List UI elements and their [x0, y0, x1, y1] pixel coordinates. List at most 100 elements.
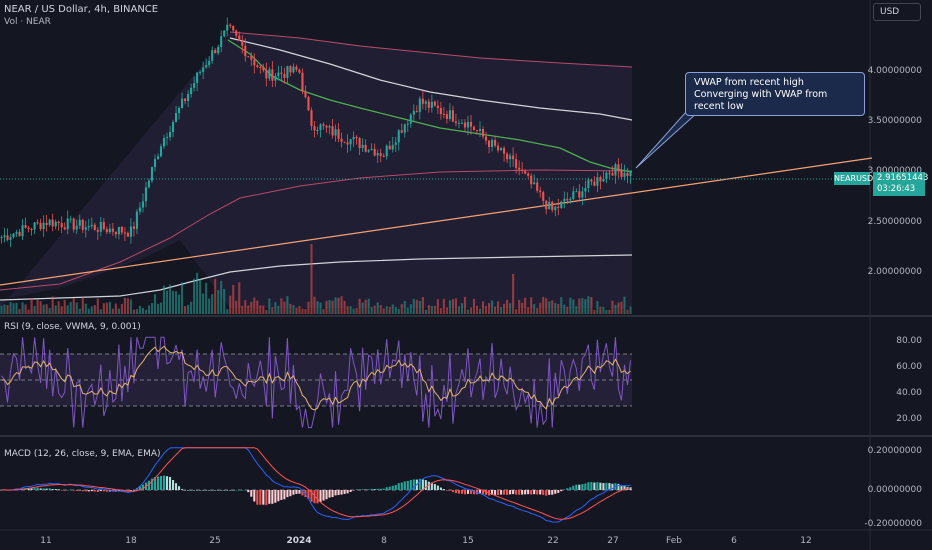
volume-bar: [99, 309, 102, 314]
volume-bar: [181, 282, 184, 314]
volume-bar: [247, 305, 250, 314]
volume-bar: [292, 304, 295, 314]
volume-bar: [442, 298, 445, 314]
macd-histogram-bar: [536, 490, 539, 495]
volume-bar: [277, 305, 280, 314]
volume-bar: [560, 297, 563, 314]
macd-histogram-bar: [66, 489, 69, 491]
macd-histogram-bar: [418, 478, 421, 490]
volume-bar: [424, 309, 427, 314]
macd-histogram-bar: [427, 481, 430, 490]
macd-histogram-bar: [421, 479, 424, 490]
macd-histogram-bar: [620, 485, 623, 490]
volume-bar: [491, 300, 494, 314]
volume-bar: [557, 303, 560, 314]
time-tick: 8: [381, 536, 387, 546]
candle: [259, 66, 262, 68]
macd-histogram-bar: [69, 489, 72, 491]
candle: [132, 226, 135, 229]
volume-bar: [57, 301, 60, 314]
macd-histogram-bar: [253, 490, 256, 502]
candle: [509, 155, 512, 160]
candle: [265, 70, 268, 79]
macd-histogram-bar: [370, 488, 373, 490]
candle: [433, 101, 436, 106]
candle: [481, 129, 485, 137]
volume-bar: [629, 306, 632, 314]
currency-button[interactable]: USD: [873, 3, 921, 21]
macd-histogram-bar: [602, 483, 605, 490]
volume-bar: [605, 309, 608, 314]
volume-bar: [235, 300, 238, 314]
macd-histogram-bar: [181, 489, 184, 490]
candle: [211, 50, 214, 61]
time-tick: 12: [800, 536, 812, 546]
volume-bar: [48, 308, 51, 314]
candle: [87, 225, 90, 228]
volume-bar: [361, 302, 364, 314]
macd-histogram-bar: [551, 490, 554, 495]
volume-bar: [3, 304, 6, 314]
candle: [63, 227, 66, 230]
volume-bar: [78, 308, 81, 314]
volume-bar: [120, 303, 123, 314]
volume-bar: [262, 305, 265, 314]
candle: [262, 67, 265, 71]
macd-histogram-bar: [608, 483, 611, 490]
last-price-box: 2.91651443 03:26:43: [873, 172, 928, 196]
macd-histogram-bar: [202, 490, 205, 491]
candle: [298, 69, 301, 73]
candle: [412, 111, 415, 115]
macd-histogram-bar: [445, 490, 448, 491]
price-tick: 2.50000000: [867, 217, 922, 227]
volume-bar: [187, 304, 190, 314]
volume-bar: [536, 307, 539, 314]
macd-tick: 0.00000000: [867, 485, 922, 495]
volume-bar: [451, 299, 454, 314]
time-tick-year: 2024: [286, 536, 312, 546]
candle: [208, 60, 211, 66]
macd-histogram-bar: [196, 490, 199, 491]
volume-bar: [388, 306, 391, 314]
volume-bar: [241, 305, 244, 314]
volume-bar: [256, 300, 259, 314]
macd-histogram-bar: [220, 490, 223, 491]
candle: [409, 114, 412, 124]
macd-histogram-bar: [472, 490, 476, 495]
volume-bar: [370, 307, 373, 314]
volume-bar: [117, 308, 120, 314]
volume-bar: [271, 307, 274, 314]
candle: [605, 172, 608, 179]
macd-histogram-bar: [199, 490, 202, 491]
volume-bar: [24, 304, 27, 314]
candle: [93, 224, 96, 231]
volume-bar: [208, 298, 211, 314]
candle: [120, 226, 123, 233]
candle: [15, 231, 18, 234]
candle: [226, 24, 229, 31]
candle: [388, 145, 391, 150]
volume-bar: [205, 282, 208, 314]
candle: [494, 140, 497, 146]
volume-bar: [226, 309, 229, 314]
annotation-callout[interactable]: VWAP from recent high Converging with VW…: [685, 72, 865, 116]
macd-histogram-bar: [545, 490, 548, 496]
macd-histogram-bar: [442, 489, 445, 490]
candle: [217, 46, 220, 54]
volume-bar: [325, 300, 328, 314]
candle: [304, 91, 307, 98]
volume-bar: [217, 289, 220, 314]
volume-bar: [310, 244, 313, 314]
volume-bar: [295, 307, 298, 314]
macd-histogram-bar: [75, 490, 78, 491]
candle: [135, 211, 138, 229]
volume-bar: [400, 304, 403, 314]
candle: [253, 59, 256, 66]
candle: [196, 72, 199, 84]
volume-bar: [307, 301, 310, 314]
volume-bar: [102, 303, 105, 314]
macd-histogram-bar: [460, 490, 464, 494]
macd-histogram-bar: [286, 490, 289, 498]
macd-histogram-bar: [190, 490, 193, 491]
